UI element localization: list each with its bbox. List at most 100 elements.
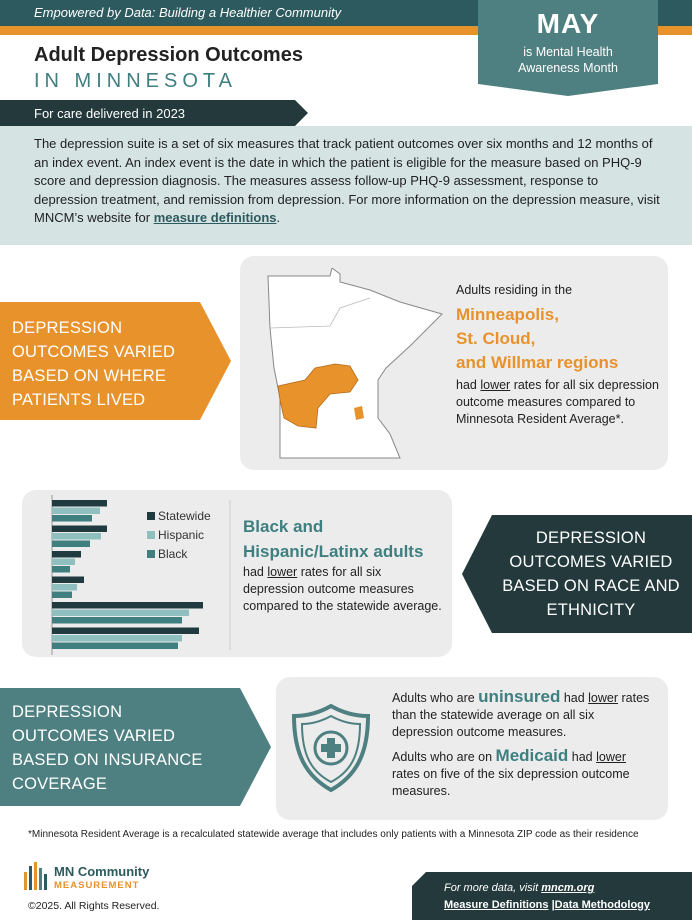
text: Adults who are on (392, 750, 496, 764)
mn-map (267, 268, 443, 459)
highlight: Medicaid (495, 746, 569, 765)
period-bar (0, 100, 308, 126)
bar (52, 635, 182, 642)
bar (52, 591, 72, 598)
text: had (568, 750, 597, 764)
logo-bottom: MEASUREMENT (54, 880, 140, 891)
copyright: ©2025. All Rights Reserved. (28, 900, 160, 912)
race-emph: lower (267, 565, 298, 579)
region-heading: DEPRESSION OUTCOMES VARIED BASED ON WHER… (12, 319, 176, 409)
title: Adult Depression Outcomes (34, 44, 303, 66)
highlight-metro (354, 406, 364, 420)
banner-caption: is Mental Health Awareness Month (518, 45, 618, 75)
bar (52, 500, 107, 507)
region-borders (269, 297, 371, 329)
state-outline (267, 268, 443, 459)
intro-end: . (276, 210, 281, 225)
text: Adults who are (392, 691, 479, 705)
emph: lower (596, 750, 626, 764)
banner (478, 0, 658, 96)
footer-links: For more data, visit mncm.org Measure De… (444, 880, 650, 914)
bar (52, 540, 90, 547)
bar (52, 609, 189, 616)
banner-shape (478, 0, 658, 96)
region-post: rates for all six depression outcome mea… (456, 378, 659, 426)
bar (52, 627, 199, 634)
race-arrow (462, 515, 692, 633)
intro: The depression suite is a set of six mea… (34, 135, 664, 228)
orange-strip (0, 26, 692, 35)
text: had (560, 691, 589, 705)
text: rates on five of the six depression outc… (392, 767, 630, 798)
highlight: uninsured (478, 687, 561, 706)
intro-link[interactable]: measure definitions (153, 210, 277, 225)
logo-top: MN Community (54, 864, 150, 879)
footer-box (412, 872, 692, 920)
race-highlight: Black and Hispanic/Latinx adults (243, 517, 424, 561)
insurance-arrow (0, 688, 271, 806)
separator: | (548, 899, 555, 911)
region-name: St. Cloud, (456, 329, 536, 348)
region-sentence: had lower rates for all six depression o… (456, 377, 661, 428)
region-name: Minneapolis, (456, 305, 559, 324)
legend-label: Statewide (158, 509, 211, 523)
legend-label: Black (158, 547, 188, 561)
bar (52, 533, 101, 540)
race-heading: DEPRESSION OUTCOMES VARIED BASED ON RACE… (502, 529, 680, 619)
insurance-arrow-shape (0, 688, 271, 806)
insurance-text: Adults who are uninsured had lower rates… (392, 688, 657, 800)
bar (52, 576, 84, 583)
bar (52, 558, 75, 565)
insurance-card (276, 677, 668, 820)
period-shape (0, 100, 308, 126)
bar (52, 507, 100, 514)
race-post: rates for all six depression outcome mea… (243, 565, 442, 613)
bar (52, 525, 107, 532)
insurance-p1: Adults who are uninsured had lower rates… (392, 688, 657, 741)
highlight-region (277, 363, 359, 429)
bar (52, 617, 182, 624)
shield-icon (291, 703, 371, 793)
region-lead: Adults residing in the (456, 283, 573, 297)
intro-box (0, 126, 692, 245)
region-name: and Willmar regions (456, 353, 619, 372)
insurance-p2: Adults who are on Medicaid had lower rat… (392, 747, 657, 800)
region-arrow-shape (0, 302, 231, 420)
logo-icon (24, 862, 47, 890)
region-emph: lower (480, 378, 511, 392)
link-methodology[interactable]: Data Methodology (554, 899, 651, 911)
banner-month: MAY (536, 8, 600, 39)
legend-label: Hispanic (158, 528, 204, 542)
subtitle: IN MINNESOTA (34, 70, 237, 92)
region-text: Adults residing in the Minneapolis, St. C… (456, 282, 661, 428)
period: For care delivered in 2023 (34, 106, 186, 121)
race-text: Black and Hispanic/Latinx adults had low… (243, 514, 443, 615)
bar (52, 566, 70, 573)
race-arrow-shape (462, 515, 692, 633)
bar (52, 584, 77, 591)
emph: lower (588, 691, 619, 705)
race-pre: had (243, 565, 268, 579)
bar (52, 515, 92, 522)
insurance-heading: DEPRESSION OUTCOMES VARIED BASED ON INSU… (12, 703, 203, 793)
legend-swatch (147, 531, 155, 539)
legend-swatch (147, 512, 155, 520)
bar (52, 551, 81, 558)
more-text: For more data, visit (444, 882, 542, 894)
text: rates than the statewide average on all … (392, 691, 650, 739)
more-link[interactable]: mncm.org (541, 882, 595, 894)
legend-swatch (147, 550, 155, 558)
link-definitions[interactable]: Measure Definitions (444, 899, 549, 911)
race-sentence: had lower rates for all six depression o… (243, 564, 443, 615)
race-chart: Statewide Hispanic Black (51, 495, 231, 655)
footnote: *Minnesota Resident Average is a recalcu… (28, 829, 639, 840)
tagline: Empowered by Data: Building a Healthier … (34, 5, 342, 20)
region-pre: had (456, 378, 481, 392)
banner-text: MAY is Mental Health Awareness Month (478, 8, 658, 76)
bar (52, 642, 178, 649)
bar (52, 602, 203, 609)
intro-text: The depression suite is a set of six mea… (34, 136, 660, 225)
region-list: Minneapolis, St. Cloud, and Willmar region… (456, 303, 661, 375)
region-arrow (0, 302, 231, 420)
